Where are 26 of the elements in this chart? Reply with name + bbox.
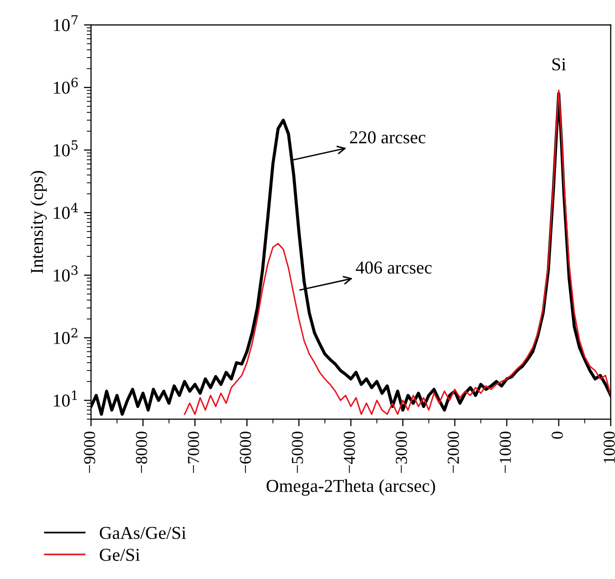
x-tick-label: 1000: [604, 432, 615, 463]
x-axis-title: Omega-2Theta (arcsec): [266, 479, 436, 496]
x-tick-label: −5000: [292, 432, 304, 473]
y-axis-title: Intensity (cps): [30, 170, 47, 274]
y-tick-label: 10$^{6}$: [54, 78, 78, 94]
x-tick-label: −2000: [448, 432, 459, 473]
y-tick-label: 10$^{1}$: [54, 390, 77, 407]
x-tick-label: −4000: [344, 432, 356, 473]
x-tick-label: −6000: [240, 432, 252, 473]
x-tick-label: −1000: [500, 432, 511, 473]
legend-label: Ge/Si: [100, 548, 140, 561]
y-tick-label: 10$^{5}$: [54, 140, 78, 156]
x-tick-label: 0: [552, 432, 563, 439]
y-tick-label: 10$^{7}$: [54, 15, 78, 32]
annotation: 220 arcsec: [350, 131, 426, 144]
line-series: [184, 90, 611, 415]
y-tick-label: 10$^{4}$: [54, 202, 78, 219]
annotation: Si: [552, 58, 566, 70]
y-tick-label: 10$^{2}$: [54, 328, 78, 344]
x-tick-label: −8000: [136, 432, 148, 473]
legend-label: GaAs/Ge/Si: [100, 526, 186, 540]
x-tick-label: −3000: [396, 432, 407, 473]
x-tick-label: −7000: [188, 432, 200, 473]
y-tick-label: 10$^{3}$: [54, 265, 78, 282]
annotation: 406 arcsec: [356, 262, 432, 274]
x-tick-label: −9000: [84, 432, 96, 473]
